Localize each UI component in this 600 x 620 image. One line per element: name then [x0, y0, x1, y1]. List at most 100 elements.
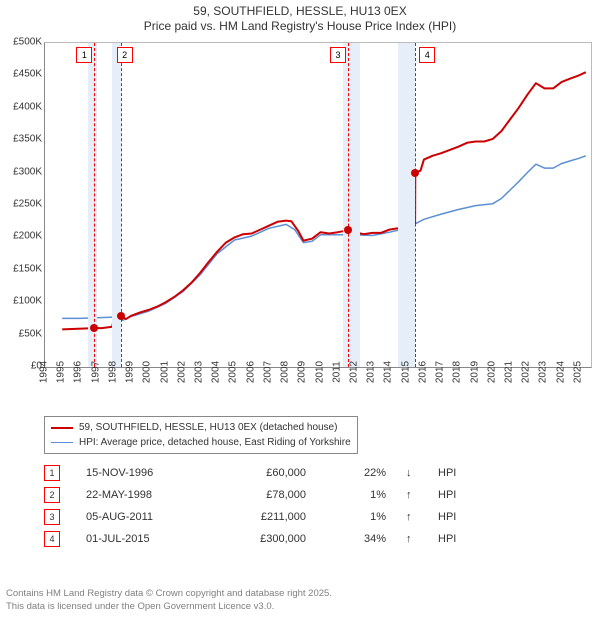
transaction-date: 05-AUG-2011: [86, 511, 196, 523]
shaded-band: [343, 43, 360, 367]
legend: 59, SOUTHFIELD, HESSLE, HU13 0EX (detach…: [44, 416, 358, 454]
arrow-icon: ↑: [406, 533, 418, 545]
marker-dot: [344, 226, 352, 234]
transaction-price: £60,000: [216, 467, 306, 479]
transaction-date: 22-MAY-1998: [86, 489, 196, 501]
x-axis-ticks: 1994199519961997199819992000200120022003…: [44, 368, 592, 414]
y-axis-ticks: £0£50K£100K£150K£200K£250K£300K£350K£400…: [0, 36, 44, 416]
x-tick-label: 1994: [39, 361, 50, 383]
x-tick-label: 2019: [469, 361, 480, 383]
x-tick-label: 2010: [314, 361, 325, 383]
chart: £0£50K£100K£150K£200K£250K£300K£350K£400…: [0, 36, 600, 416]
series-price_paid: [62, 72, 586, 329]
marker-badge: 3: [330, 47, 346, 63]
transaction-price: £300,000: [216, 533, 306, 545]
x-tick-label: 1996: [73, 361, 84, 383]
marker-dot: [90, 324, 98, 332]
legend-swatch: [51, 442, 73, 443]
x-tick-label: 2015: [400, 361, 411, 383]
series-hpi: [62, 156, 586, 320]
transaction-badge: 2: [44, 487, 60, 503]
x-tick-label: 2005: [228, 361, 239, 383]
marker-badge: 2: [117, 47, 133, 63]
x-tick-label: 2009: [297, 361, 308, 383]
x-tick-label: 2004: [211, 361, 222, 383]
marker-line: [415, 43, 416, 367]
x-tick-label: 2000: [142, 361, 153, 383]
title-block: 59, SOUTHFIELD, HESSLE, HU13 0EX Price p…: [0, 0, 600, 33]
y-tick-label: £350K: [13, 134, 42, 145]
transaction-badge: 4: [44, 531, 60, 547]
transaction-row: 1 15-NOV-1996 £60,000 22% ↓ HPI: [44, 462, 468, 484]
marker-line: [94, 43, 95, 367]
x-tick-label: 2002: [176, 361, 187, 383]
transaction-row: 4 01-JUL-2015 £300,000 34% ↑ HPI: [44, 528, 468, 550]
transaction-date: 15-NOV-1996: [86, 467, 196, 479]
y-tick-label: £150K: [13, 263, 42, 274]
arrow-icon: ↓: [406, 467, 418, 479]
x-tick-label: 2007: [262, 361, 273, 383]
x-tick-label: 2016: [417, 361, 428, 383]
x-tick-label: 2020: [486, 361, 497, 383]
transaction-badge: 3: [44, 509, 60, 525]
y-tick-label: £300K: [13, 166, 42, 177]
transaction-pct: 1%: [326, 511, 386, 523]
transaction-pct: 1%: [326, 489, 386, 501]
legend-label: HPI: Average price, detached house, East…: [79, 437, 351, 448]
footer-line1: Contains HM Land Registry data © Crown c…: [6, 588, 594, 601]
transaction-row: 222-MAY-1998£78,0001%↑HPI: [44, 484, 468, 506]
x-tick-label: 2025: [572, 361, 583, 383]
x-tick-label: 2022: [521, 361, 532, 383]
title-line2: Price paid vs. HM Land Registry's House …: [0, 19, 600, 33]
transaction-row: 3 05-AUG-2011 £211,000 1% ↑ HPI: [44, 506, 468, 528]
x-tick-label: 2006: [245, 361, 256, 383]
legend-label: 59, SOUTHFIELD, HESSLE, HU13 0EX (detach…: [79, 422, 337, 433]
x-tick-label: 2017: [435, 361, 446, 383]
x-tick-label: 2012: [349, 361, 360, 383]
marker-badge: 4: [419, 47, 435, 63]
y-tick-label: £450K: [13, 69, 42, 80]
shaded-band: [398, 43, 415, 367]
x-tick-label: 1995: [56, 361, 67, 383]
transaction-hpi-label: HPI: [438, 467, 468, 479]
marker-badge: 1: [76, 47, 92, 63]
transaction-hpi-label: HPI: [438, 511, 468, 523]
y-tick-label: £200K: [13, 231, 42, 242]
legend-row: 59, SOUTHFIELD, HESSLE, HU13 0EX (detach…: [51, 420, 351, 435]
transaction-hpi-label: HPI: [438, 533, 468, 545]
transaction-pct: 22%: [326, 467, 386, 479]
x-tick-label: 2011: [331, 361, 342, 383]
marker-line: [348, 43, 349, 367]
footer-line2: This data is licensed under the Open Gov…: [6, 601, 594, 614]
y-tick-label: £400K: [13, 101, 42, 112]
arrow-icon: ↑: [406, 489, 418, 501]
legend-row: HPI: Average price, detached house, East…: [51, 435, 351, 450]
y-tick-label: £100K: [13, 296, 42, 307]
transaction-price: £211,000: [216, 511, 306, 523]
x-tick-label: 2001: [159, 361, 170, 383]
transaction-date: 01-JUL-2015: [86, 533, 196, 545]
y-tick-label: £250K: [13, 199, 42, 210]
arrow-icon: ↑: [406, 511, 418, 523]
x-tick-label: 1998: [107, 361, 118, 383]
transaction-badge: 1: [44, 465, 60, 481]
x-tick-label: 1999: [125, 361, 136, 383]
transaction-hpi-label: HPI: [438, 489, 468, 501]
footer: Contains HM Land Registry data © Crown c…: [6, 588, 594, 614]
x-tick-label: 1997: [90, 361, 101, 383]
x-tick-label: 2023: [538, 361, 549, 383]
x-tick-label: 2013: [366, 361, 377, 383]
x-tick-label: 2003: [194, 361, 205, 383]
x-tick-label: 2008: [280, 361, 291, 383]
transaction-table: 115-NOV-1996£60,00022%↓HPI222-MAY-1998£7…: [44, 462, 468, 550]
y-tick-label: £50K: [19, 328, 42, 339]
x-tick-label: 2018: [452, 361, 463, 383]
x-tick-label: 2014: [383, 361, 394, 383]
legend-swatch: [51, 427, 73, 429]
marker-dot: [117, 312, 125, 320]
page: 59, SOUTHFIELD, HESSLE, HU13 0EX Price p…: [0, 0, 600, 620]
y-tick-label: £500K: [13, 37, 42, 48]
x-tick-label: 2024: [555, 361, 566, 383]
title-line1: 59, SOUTHFIELD, HESSLE, HU13 0EX: [0, 4, 600, 18]
transaction-pct: 34%: [326, 533, 386, 545]
